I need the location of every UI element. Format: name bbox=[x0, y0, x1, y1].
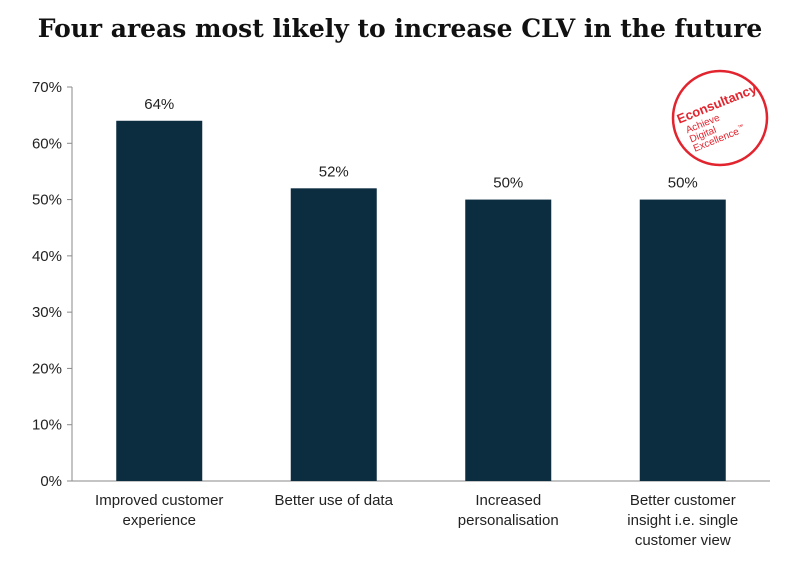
data-label: 50% bbox=[493, 175, 523, 192]
bar bbox=[290, 188, 377, 482]
y-tick-label: 50% bbox=[32, 192, 62, 209]
y-tick-label: 70% bbox=[32, 79, 62, 96]
bar bbox=[639, 199, 726, 482]
category-label: Better customer insight i.e. single custom… bbox=[627, 492, 738, 549]
y-tick-label: 0% bbox=[40, 473, 62, 490]
bars bbox=[116, 120, 726, 482]
y-tick-label: 60% bbox=[32, 135, 62, 152]
category-label: Increased personalisation bbox=[458, 492, 559, 529]
chart-title: Four areas most likely to increase CLV i… bbox=[37, 14, 763, 43]
y-tick-label: 40% bbox=[32, 248, 62, 265]
logo-ring bbox=[671, 69, 769, 167]
data-labels: 64% 52% 50% 50% bbox=[144, 96, 698, 192]
category-label: Better use of data bbox=[275, 492, 394, 509]
y-tick-label: 30% bbox=[32, 304, 62, 321]
y-tick-label: 20% bbox=[32, 360, 62, 377]
y-axis: 0% 10% 20% 30% 40% 50% 60% 70% bbox=[32, 79, 73, 490]
econsultancy-logo: Econsultancy Achieve Digital Excellence … bbox=[671, 69, 769, 167]
data-label: 64% bbox=[144, 96, 174, 113]
data-label: 50% bbox=[668, 175, 698, 192]
data-label: 52% bbox=[319, 163, 349, 180]
bar bbox=[116, 120, 203, 482]
logo-tm: ™ bbox=[737, 123, 745, 132]
bar bbox=[465, 199, 552, 482]
category-labels: Improved customer experience Better use of… bbox=[95, 492, 738, 549]
category-label: Improved customer experience bbox=[95, 492, 223, 529]
y-tick-label: 10% bbox=[32, 417, 62, 434]
